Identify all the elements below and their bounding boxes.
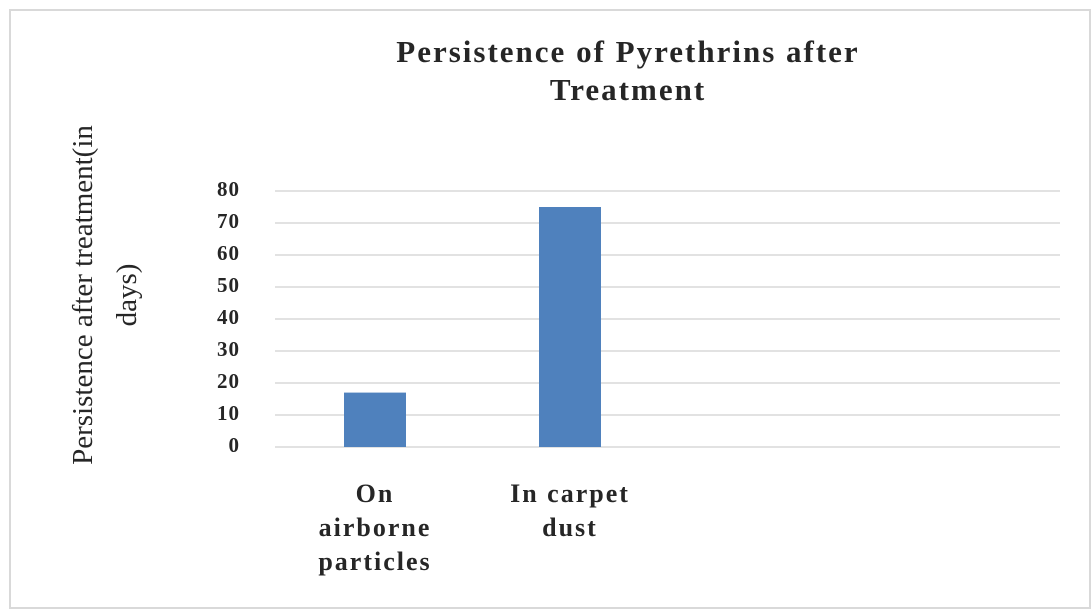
y-tick-label: 70 xyxy=(217,209,240,233)
bar xyxy=(344,392,406,447)
y-tick-label: 0 xyxy=(229,433,241,457)
x-tick-label: On airborne particles xyxy=(318,479,431,576)
y-tick-label: 10 xyxy=(217,401,240,425)
bar xyxy=(539,207,601,447)
y-tick-label: 30 xyxy=(217,337,240,361)
y-tick-label: 40 xyxy=(217,305,240,329)
y-axis-label: Persistence after treatment(in days) xyxy=(67,125,143,465)
y-tick-label: 60 xyxy=(217,241,240,265)
y-tick-label: 50 xyxy=(217,273,240,297)
y-tick-label: 20 xyxy=(217,369,240,393)
chart-title: Persistence of Pyrethrins after Treatment xyxy=(396,34,859,107)
x-tick-label: In carpet dust xyxy=(510,479,630,542)
y-tick-label: 80 xyxy=(217,177,240,201)
